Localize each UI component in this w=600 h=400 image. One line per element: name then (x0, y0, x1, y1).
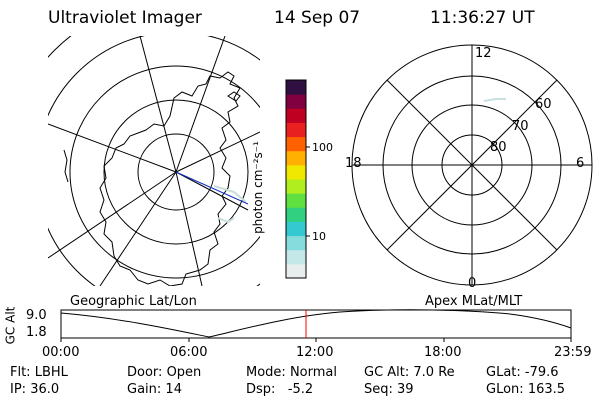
polar-diag (386, 79, 558, 251)
colorbar-segment (286, 150, 306, 166)
colorbar-segment (286, 122, 306, 138)
orbit-ytick-bottom: 1.8 (26, 325, 47, 340)
orbit-xtick: 06:00 (170, 345, 208, 360)
mlt-label-12: 12 (475, 46, 492, 61)
geographic-label: Geographic Lat/Lon (70, 294, 197, 309)
geographic-map (0, 0, 381, 377)
lat-circle (69, 65, 260, 279)
colorbar-tick-10: 10 (312, 230, 326, 243)
instrument-title: Ultraviolet Imager (48, 8, 202, 28)
colorbar-segment (286, 164, 306, 180)
colorbar-segment (286, 80, 306, 95)
colorbar-segment (286, 221, 306, 237)
date-label: 14 Sep 07 (274, 8, 361, 28)
coastline-island (227, 91, 241, 102)
time-label: 11:36:27 UT (430, 8, 535, 28)
lat-circle (103, 99, 249, 245)
colorbar (285, 79, 310, 279)
status-flt: Flt: LBHL (10, 365, 68, 380)
coastline-island (63, 149, 69, 183)
colorbar-segment (286, 249, 306, 265)
status-door: Door: Open (127, 365, 202, 380)
altitude-curve (60, 309, 572, 338)
lat-circle (0, 0, 381, 377)
orbit-xtick: 00:00 (42, 345, 80, 360)
orbit-strip (60, 309, 572, 342)
colorbar-segment (286, 94, 306, 109)
orbit-ytick-top: 9.0 (26, 308, 47, 323)
apex-label: Apex MLat/MLT (425, 294, 523, 309)
status-dsp: Dsp: -5.2 (246, 382, 314, 397)
orbit-xtick: 12:00 (296, 345, 334, 360)
polar-aurora-glow (483, 98, 506, 102)
colorbar-unit-label: photon cm⁻²s⁻¹ (250, 141, 265, 234)
sun-direction-line (175, 171, 249, 205)
status-gc-alt: GC Alt: 7.0 Re (364, 365, 455, 380)
colorbar-segment (286, 136, 306, 152)
lon-lines (48, 36, 260, 286)
mlt-label-6: 6 (576, 156, 585, 171)
aurora-glow (213, 185, 247, 224)
status-glat: GLat: -79.6 (486, 365, 559, 380)
lat-label-70: 70 (512, 119, 529, 134)
status-mode: Mode: Normal (246, 365, 337, 380)
status-gain: Gain: 14 (127, 382, 182, 397)
coastline (99, 71, 241, 286)
colorbar-stack (286, 80, 306, 279)
status-ip: IP: 36.0 (10, 382, 60, 397)
colorbar-segment (286, 179, 306, 194)
mlt-label-18: 18 (345, 156, 362, 171)
polar-plot (351, 44, 593, 286)
colorbar-tick-100: 100 (312, 141, 333, 154)
x-ticks (60, 338, 572, 342)
status-glon: GLon: 163.5 (486, 382, 566, 397)
mlt-label-0: 0 (468, 276, 477, 291)
orbit-xtick: 23:59 (554, 345, 592, 360)
colorbar-segment (286, 207, 306, 222)
colorbar-segment (286, 108, 306, 123)
colorbar-segment (286, 263, 306, 279)
orbit-ylabel: GC Alt (3, 306, 18, 345)
colorbar-segment (286, 235, 306, 251)
lat-label-80: 80 (490, 140, 507, 155)
lat-label-60: 60 (535, 97, 552, 112)
lat-circle (137, 133, 215, 211)
colorbar-segment (286, 193, 306, 208)
orbit-xtick: 18:00 (424, 345, 462, 360)
status-seq: Seq: 39 (364, 382, 414, 397)
